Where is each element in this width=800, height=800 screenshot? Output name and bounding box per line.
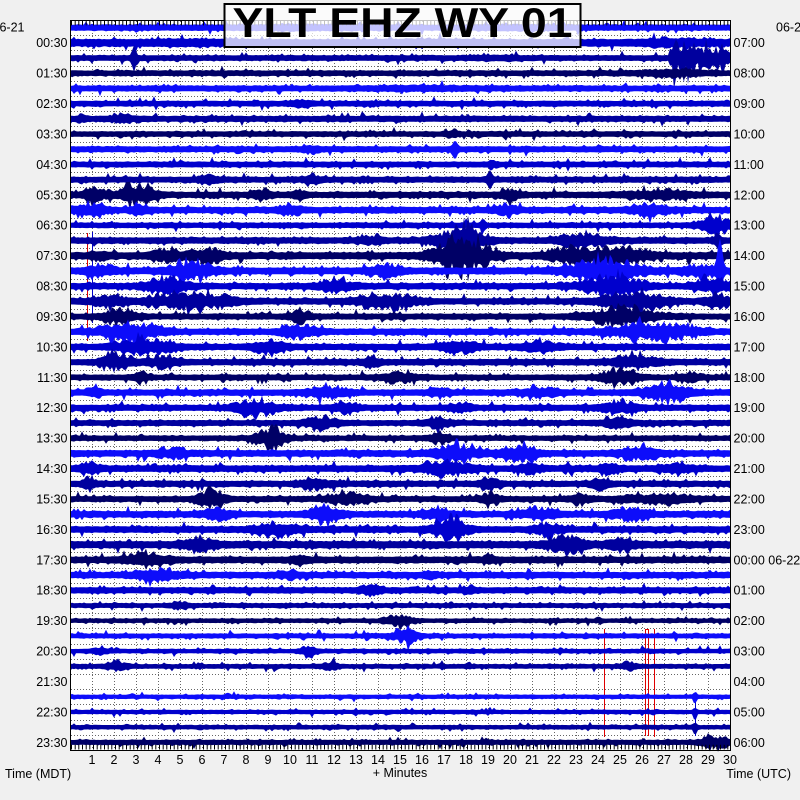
svg-text:2: 2 bbox=[111, 753, 118, 767]
svg-text:21:00: 21:00 bbox=[734, 462, 765, 476]
svg-text:23: 23 bbox=[569, 753, 583, 767]
svg-text:16:00: 16:00 bbox=[734, 310, 765, 324]
svg-text:14: 14 bbox=[371, 753, 385, 767]
svg-text:14:30: 14:30 bbox=[36, 462, 67, 476]
svg-text:00:00 06-22: 00:00 06-22 bbox=[734, 553, 800, 567]
svg-text:18: 18 bbox=[459, 753, 473, 767]
svg-text:22: 22 bbox=[547, 753, 561, 767]
svg-text:9: 9 bbox=[265, 753, 272, 767]
svg-text:30: 30 bbox=[723, 753, 737, 767]
svg-text:07:30: 07:30 bbox=[36, 249, 67, 263]
svg-text:1: 1 bbox=[89, 753, 96, 767]
svg-text:17:00: 17:00 bbox=[734, 340, 765, 354]
svg-text:16: 16 bbox=[415, 753, 429, 767]
svg-text:13:30: 13:30 bbox=[36, 432, 67, 446]
svg-text:12: 12 bbox=[327, 753, 341, 767]
svg-text:22:00: 22:00 bbox=[734, 492, 765, 506]
svg-text:23:00: 23:00 bbox=[734, 523, 765, 537]
svg-text:03:00: 03:00 bbox=[734, 645, 765, 659]
svg-text:04:00: 04:00 bbox=[734, 675, 765, 689]
svg-text:10: 10 bbox=[283, 753, 297, 767]
svg-text:15:30: 15:30 bbox=[36, 492, 67, 506]
svg-text:24: 24 bbox=[591, 753, 605, 767]
svg-text:4: 4 bbox=[155, 753, 162, 767]
svg-text:7: 7 bbox=[221, 753, 228, 767]
svg-text:6: 6 bbox=[199, 753, 206, 767]
svg-text:06:00: 06:00 bbox=[734, 736, 765, 750]
svg-text:11:00: 11:00 bbox=[734, 158, 764, 172]
svg-text:21:30: 21:30 bbox=[36, 675, 67, 689]
svg-text:20:30: 20:30 bbox=[36, 645, 67, 659]
svg-text:19:00: 19:00 bbox=[734, 401, 765, 415]
svg-text:14:00: 14:00 bbox=[734, 249, 765, 263]
svg-text:06-21: 06-21 bbox=[0, 21, 25, 35]
svg-text:12:30: 12:30 bbox=[36, 401, 67, 415]
svg-text:10:30: 10:30 bbox=[36, 340, 67, 354]
svg-text:29: 29 bbox=[701, 753, 715, 767]
svg-text:Time (MDT): Time (MDT) bbox=[5, 767, 71, 781]
svg-text:26: 26 bbox=[635, 753, 649, 767]
svg-text:08:00: 08:00 bbox=[734, 67, 765, 81]
svg-text:00:30: 00:30 bbox=[36, 36, 67, 50]
svg-text:11:30: 11:30 bbox=[37, 371, 67, 385]
svg-text:10:00: 10:00 bbox=[734, 128, 765, 142]
svg-text:5: 5 bbox=[177, 753, 184, 767]
svg-text:09:00: 09:00 bbox=[734, 97, 765, 111]
svg-text:08:30: 08:30 bbox=[36, 280, 67, 294]
svg-text:01:00: 01:00 bbox=[734, 584, 765, 598]
svg-text:+ Minutes: + Minutes bbox=[373, 766, 428, 780]
svg-text:06-21: 06-21 bbox=[776, 21, 800, 35]
svg-text:20: 20 bbox=[503, 753, 517, 767]
svg-text:21: 21 bbox=[525, 753, 539, 767]
svg-text:13: 13 bbox=[349, 753, 363, 767]
svg-text:3: 3 bbox=[133, 753, 140, 767]
svg-text:19: 19 bbox=[481, 753, 495, 767]
svg-text:02:30: 02:30 bbox=[36, 97, 67, 111]
svg-text:18:30: 18:30 bbox=[36, 584, 67, 598]
svg-text:13:00: 13:00 bbox=[734, 219, 765, 233]
svg-text:20:00: 20:00 bbox=[734, 432, 765, 446]
svg-text:Time (UTC): Time (UTC) bbox=[726, 767, 791, 781]
svg-text:03:30: 03:30 bbox=[36, 128, 67, 142]
svg-text:05:30: 05:30 bbox=[36, 188, 67, 202]
svg-text:27: 27 bbox=[657, 753, 671, 767]
svg-text:04:30: 04:30 bbox=[36, 158, 67, 172]
svg-text:02:00: 02:00 bbox=[734, 614, 765, 628]
svg-text:12:00: 12:00 bbox=[734, 188, 765, 202]
svg-text:07:00: 07:00 bbox=[734, 36, 765, 50]
svg-text:25: 25 bbox=[613, 753, 627, 767]
svg-text:06:30: 06:30 bbox=[36, 219, 67, 233]
svg-text:28: 28 bbox=[679, 753, 693, 767]
svg-text:19:30: 19:30 bbox=[36, 614, 67, 628]
svg-text:8: 8 bbox=[243, 753, 250, 767]
svg-text:01:30: 01:30 bbox=[36, 67, 67, 81]
svg-text:15:00: 15:00 bbox=[734, 280, 765, 294]
svg-text:15: 15 bbox=[393, 753, 407, 767]
svg-text:17:30: 17:30 bbox=[36, 553, 67, 567]
svg-text:11: 11 bbox=[306, 753, 319, 767]
svg-text:05:00: 05:00 bbox=[734, 705, 765, 719]
svg-text:22:30: 22:30 bbox=[36, 705, 67, 719]
svg-text:YLT EHZ WY 01: YLT EHZ WY 01 bbox=[233, 0, 573, 46]
svg-text:18:00: 18:00 bbox=[734, 371, 765, 385]
svg-text:17: 17 bbox=[437, 753, 451, 767]
svg-text:09:30: 09:30 bbox=[36, 310, 67, 324]
svg-text:16:30: 16:30 bbox=[36, 523, 67, 537]
svg-text:23:30: 23:30 bbox=[36, 736, 67, 750]
